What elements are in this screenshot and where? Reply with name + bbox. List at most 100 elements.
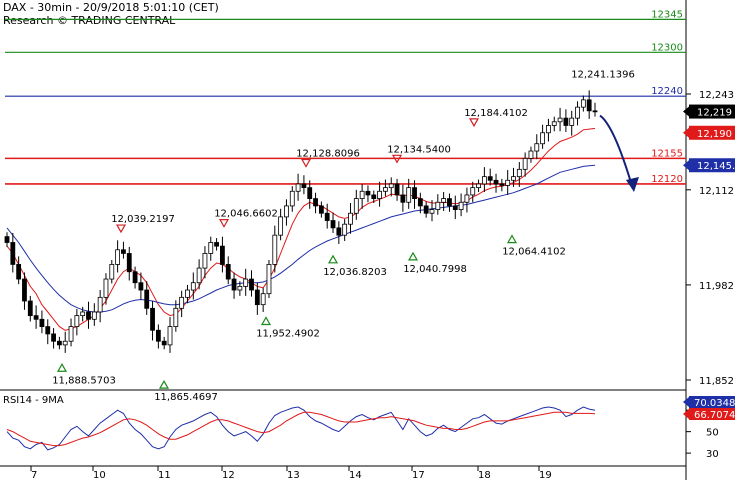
- price-badge-pointer: [683, 127, 689, 138]
- trough-triangle-up: [506, 234, 518, 244]
- candle-body: [452, 205, 458, 210]
- rsi-badge-label: 66.7074: [694, 410, 735, 421]
- candle-body: [33, 315, 39, 320]
- candle-body: [522, 157, 528, 170]
- candle-body: [476, 183, 481, 189]
- candle-body: [563, 117, 569, 126]
- candle-body: [365, 190, 371, 196]
- level-label-12300: 12300: [651, 42, 683, 53]
- x-tick-label: 7: [31, 470, 37, 480]
- y-tick-label: 11,982: [699, 281, 734, 292]
- peak-label: 12,046.6602: [214, 209, 278, 220]
- peak-label: 12,039.2197: [111, 214, 175, 225]
- trough-label: 11,888.5703: [52, 375, 116, 386]
- candle-body: [179, 296, 185, 309]
- candle-body: [214, 242, 219, 247]
- trough-triangle-up: [56, 363, 68, 372]
- candle-body: [592, 110, 598, 113]
- candle-body: [91, 311, 97, 320]
- x-tick-label: 14: [349, 470, 362, 480]
- candle-body: [580, 99, 586, 108]
- time-axis: 7 10 11 12 13 14 17 18 19: [30, 466, 552, 480]
- candle-body: [324, 212, 330, 221]
- candle-body: [551, 121, 557, 126]
- trough-triangle-up: [158, 379, 170, 389]
- candle-body: [575, 106, 580, 119]
- candle-body: [481, 176, 487, 185]
- candle-body: [295, 183, 301, 192]
- candle-body: [225, 264, 231, 280]
- trough-triangle-up: [407, 251, 419, 261]
- candle-body: [388, 183, 394, 189]
- candle-body: [307, 187, 313, 199]
- price-badge-pointer: [683, 160, 689, 171]
- price-badge-pointer: [683, 106, 689, 117]
- x-tick-label: 18: [478, 470, 491, 480]
- candle-body: [86, 311, 91, 320]
- candle-body: [144, 289, 150, 309]
- candle-body: [336, 227, 342, 236]
- level-label-12155: 12155: [651, 148, 683, 159]
- candle-body: [155, 329, 161, 342]
- candle-body: [121, 249, 126, 254]
- candle-body: [173, 307, 179, 328]
- candle-body: [74, 315, 80, 328]
- rsi-badge-pointer: [683, 397, 689, 407]
- trough-triangle-up: [260, 316, 272, 326]
- trough-label: 11,865.4697: [154, 392, 218, 403]
- main-plot-area: [0, 0, 686, 387]
- trough-label: 12,040.7998: [403, 264, 467, 275]
- trough-triangle-up: [327, 254, 339, 264]
- candle-body: [249, 278, 254, 291]
- x-tick-label: 19: [539, 470, 552, 480]
- candle-body: [383, 187, 388, 192]
- price-badge-label: 12,145.6: [697, 161, 735, 172]
- y-tick-label: 11,852: [699, 376, 734, 387]
- candle-body: [243, 278, 249, 287]
- x-tick-label: 13: [287, 470, 300, 480]
- candle-body: [39, 318, 45, 328]
- rsi-badge: [689, 408, 735, 420]
- ma-line-ma-slow: [6, 164, 596, 313]
- candle-body: [470, 187, 476, 196]
- candle-body: [27, 300, 33, 317]
- peak-triangle-down: [391, 154, 403, 164]
- candle-body: [377, 190, 382, 199]
- candle-body: [167, 326, 173, 346]
- candle-body: [400, 194, 406, 203]
- price-axis: 12,243 12,112 11,982 11,852: [686, 90, 734, 387]
- rsi-badge: [689, 396, 735, 408]
- forecast-arrow-head: [626, 176, 639, 192]
- rsi-tick-label: 50: [706, 428, 719, 439]
- candle-body: [272, 234, 278, 265]
- peak-label: 12,184.4102: [464, 108, 528, 119]
- candle-body: [435, 201, 441, 210]
- candle-body: [516, 168, 522, 178]
- x-tick-label: 11: [158, 470, 171, 480]
- candle-body: [487, 176, 493, 181]
- peak-triangle-down: [218, 219, 230, 228]
- candle-body: [80, 311, 86, 317]
- candle-body: [458, 201, 464, 210]
- candle-body: [208, 242, 214, 254]
- forecast-arrow-shaft: [599, 114, 633, 187]
- peak-triangle-down: [468, 118, 480, 128]
- candle-body: [289, 190, 295, 207]
- candle-body: [359, 190, 365, 199]
- candle-body: [68, 326, 74, 342]
- candle-body: [260, 293, 266, 306]
- candle-body: [45, 326, 51, 335]
- price-badge-label: 12,219: [697, 108, 732, 119]
- key-levels: 12345 12300 12240 12155 12120: [5, 9, 686, 185]
- candle-body: [254, 289, 260, 306]
- peak-label: 12,134.5400: [387, 144, 451, 155]
- rsi-tick-label: 30: [706, 449, 719, 460]
- candle-body: [109, 264, 115, 280]
- peak-label: 12,241.1396: [571, 69, 635, 80]
- candle-body: [161, 340, 167, 346]
- candlesticks: [4, 90, 598, 353]
- level-label-12120: 12120: [651, 174, 683, 185]
- trough-label: 11,952.4902: [256, 328, 320, 339]
- x-tick-label: 12: [222, 470, 235, 480]
